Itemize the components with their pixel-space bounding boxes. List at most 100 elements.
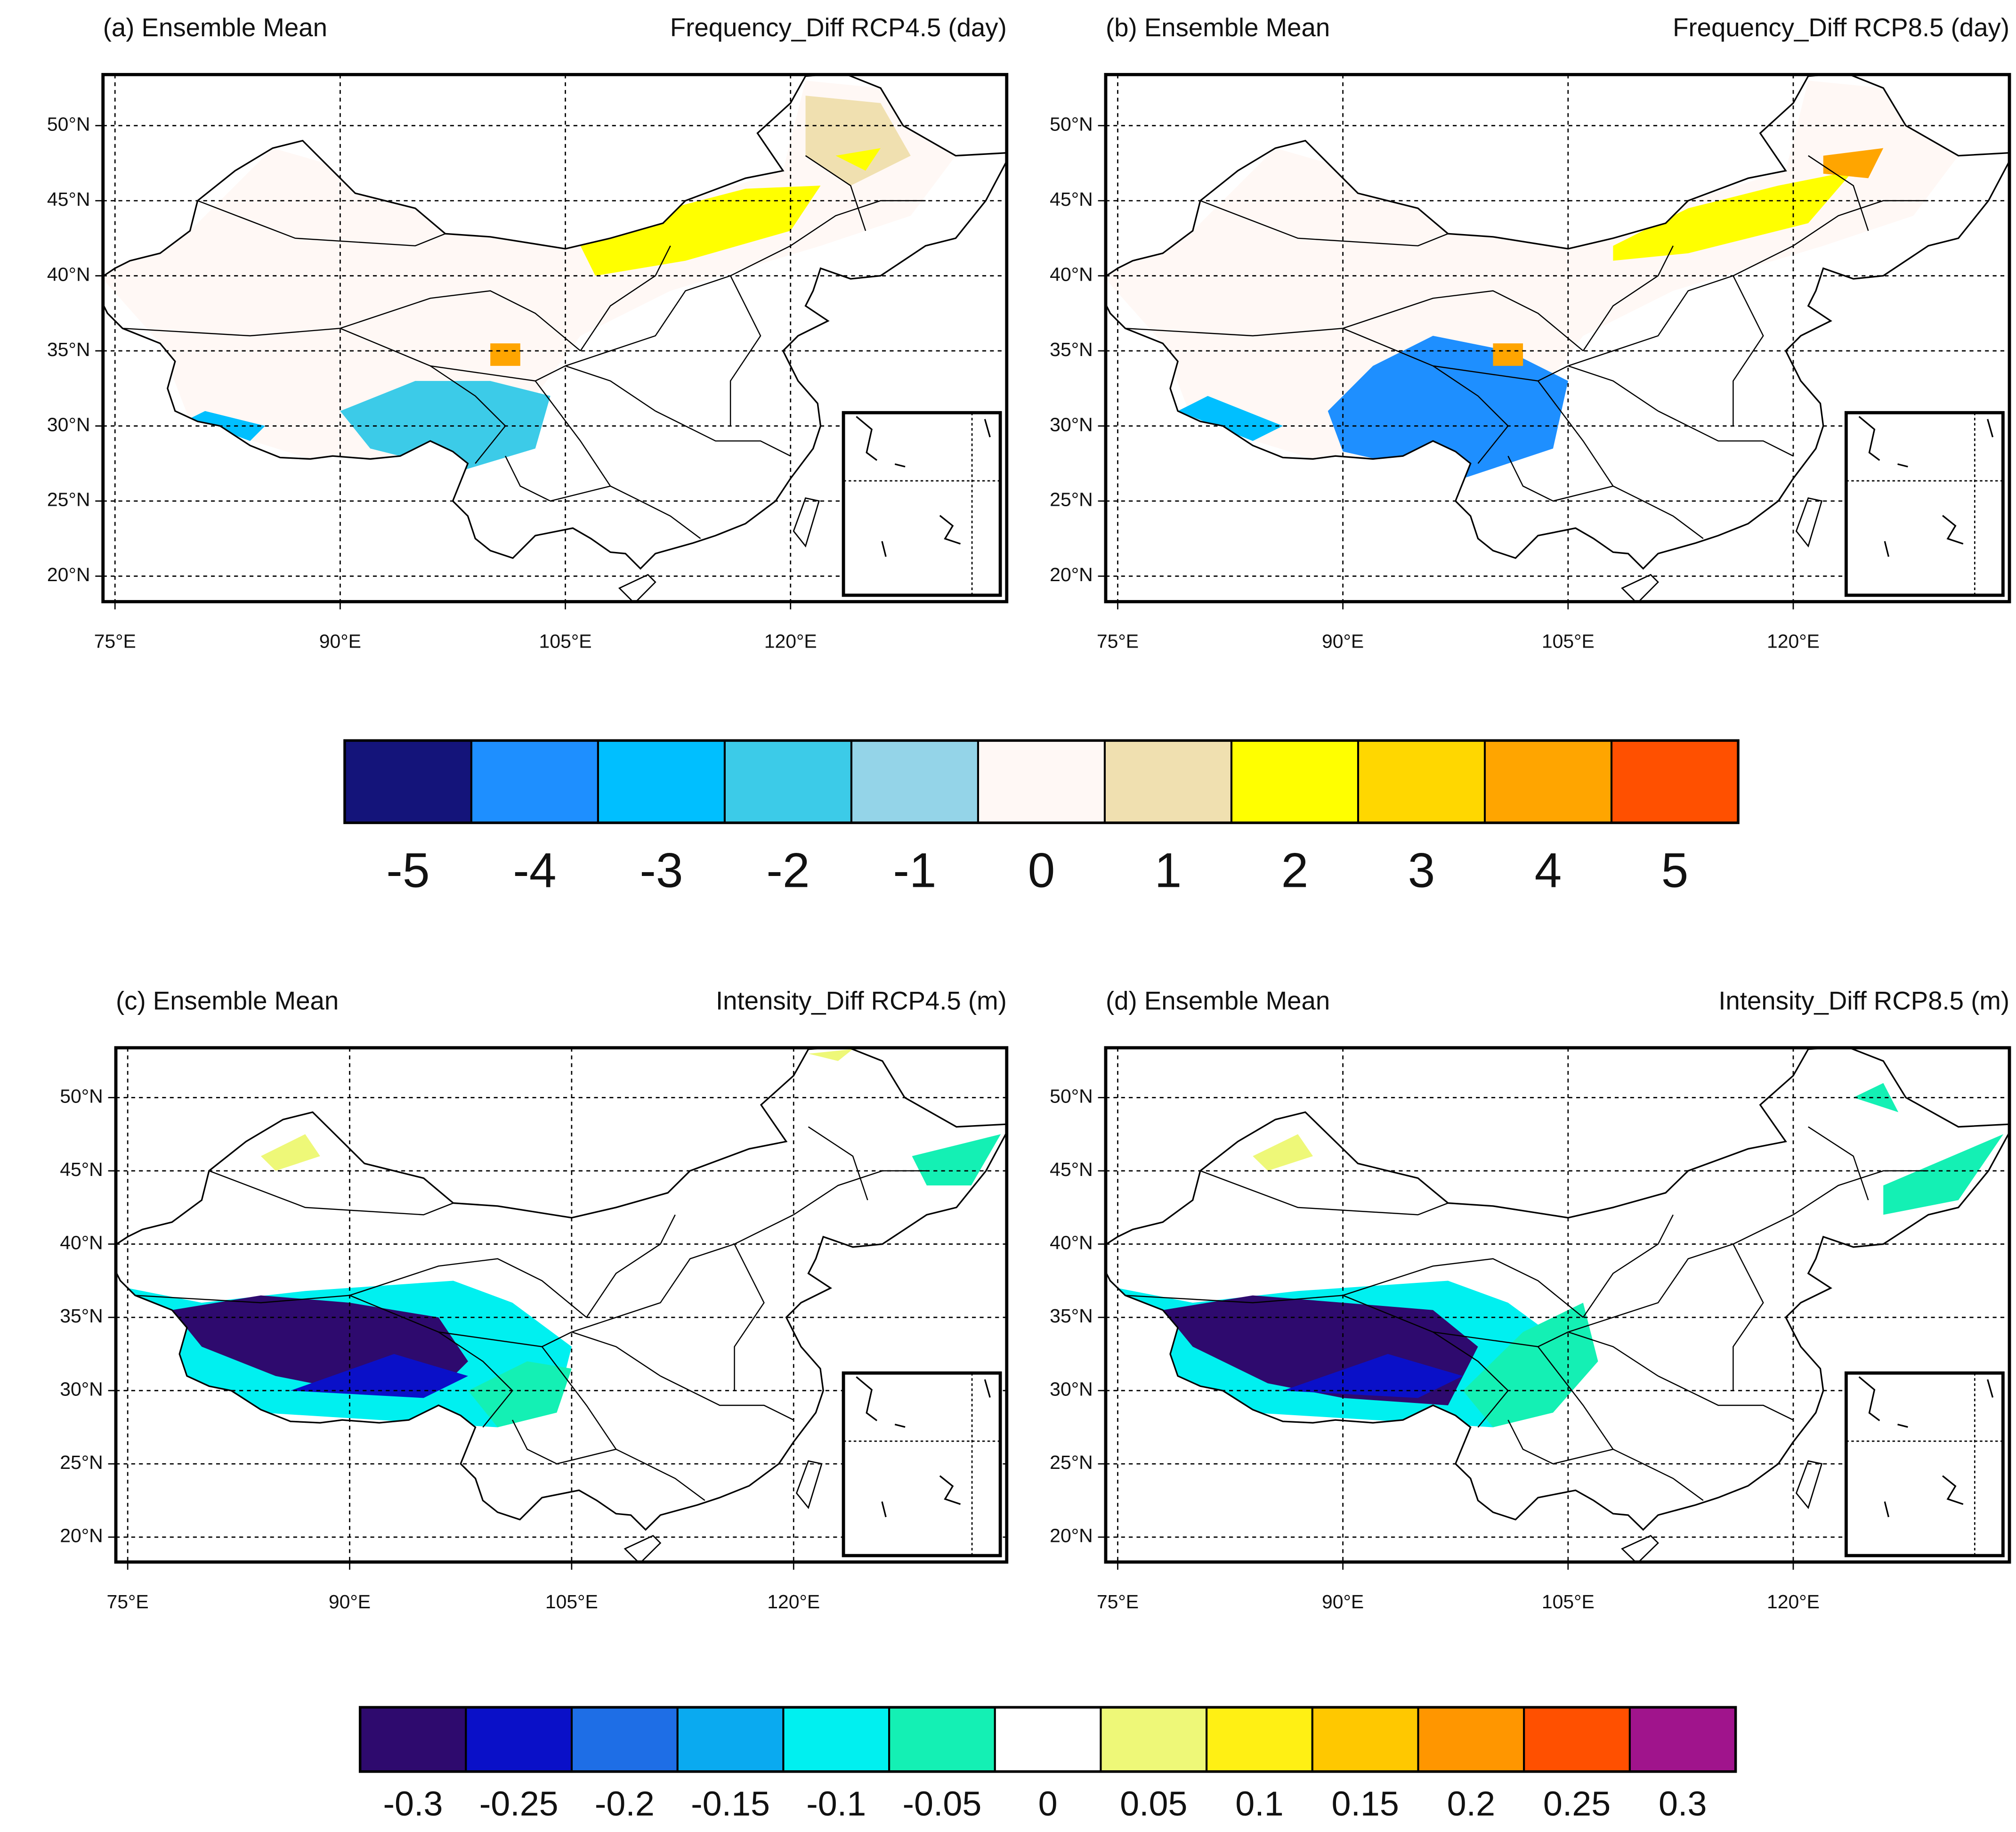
colorbar-box	[1103, 739, 1233, 824]
inset-box	[842, 1371, 1002, 1557]
shaded-area	[1105, 81, 1959, 459]
x-tick-label: 75°E	[94, 631, 136, 652]
y-tick-label: 50°N	[1050, 1085, 1093, 1107]
y-tick-label: 50°N	[60, 1085, 103, 1107]
province-border	[580, 245, 671, 351]
colorbar-box	[1357, 739, 1486, 824]
country-border	[1105, 1047, 2010, 1531]
colorbar-label: 0.25	[1543, 1784, 1611, 1823]
province-border	[512, 1419, 616, 1465]
x-tick-label: 120°E	[764, 631, 817, 652]
x-tick-label: 75°E	[107, 1591, 149, 1613]
province-border	[1507, 1419, 1613, 1465]
map	[1105, 1047, 2010, 1562]
hainan	[618, 574, 656, 602]
country-border	[116, 1047, 1007, 1531]
y-tick-label: 40°N	[1050, 1232, 1093, 1253]
y-tick-label: 30°N	[60, 1378, 103, 1400]
shaded-area	[912, 1134, 1001, 1186]
colorbar-box	[1628, 1706, 1737, 1773]
taiwan	[1795, 497, 1823, 548]
y-tick-label: 30°N	[47, 413, 90, 435]
map	[116, 1047, 1007, 1562]
hainan	[1621, 574, 1659, 602]
panel-title: Intensity_Diff RCP4.5 (m)	[716, 987, 1007, 1015]
colorbar-label: 0.1	[1235, 1784, 1283, 1823]
shaded-area	[1883, 1134, 2004, 1215]
y-tick-label: 25°N	[60, 1451, 103, 1473]
map-frame	[1104, 73, 2011, 603]
colorbar-box	[570, 1706, 679, 1773]
shaded-area	[1823, 148, 1884, 178]
panel-label: (d) Ensemble Mean	[1106, 987, 1330, 1015]
colorbar-box	[977, 739, 1106, 824]
shaded-area	[1328, 336, 1568, 479]
map-frame	[1104, 1046, 2011, 1564]
x-tick-label: 90°E	[1322, 1591, 1364, 1613]
colorbar-box	[1523, 1706, 1631, 1773]
province-border	[340, 328, 506, 464]
country-border	[1105, 74, 2010, 570]
x-tick-label: 90°E	[1322, 631, 1364, 652]
province-border	[1568, 1214, 1794, 1333]
province-border	[586, 1214, 676, 1318]
province-border	[1568, 245, 1794, 367]
shading	[128, 1049, 1001, 1427]
colorbar-label: -0.2	[595, 1784, 655, 1823]
x-tick-label: 120°E	[767, 1591, 820, 1613]
x-tick-label: 105°E	[539, 631, 592, 652]
y-tick-label: 20°N	[1050, 564, 1093, 585]
colorbar-label: 1	[1155, 843, 1182, 898]
province-border	[541, 1346, 705, 1501]
map-frame	[101, 73, 1009, 603]
colorbar-box	[1230, 739, 1360, 824]
province-border	[1343, 328, 1509, 464]
province-border	[1733, 275, 1764, 426]
province-border	[1582, 1214, 1674, 1318]
colorbar-label: -3	[640, 843, 683, 898]
colorbar-box	[1100, 1706, 1208, 1773]
panel-label: (c) Ensemble Mean	[116, 987, 339, 1015]
colorbar-label: -4	[513, 843, 556, 898]
province-border	[655, 410, 791, 457]
inset-coast	[856, 416, 991, 557]
y-tick-label: 35°N	[60, 1305, 103, 1327]
x-tick-label: 120°E	[1767, 1591, 1820, 1613]
province-border	[135, 1258, 587, 1318]
x-tick-label: 90°E	[319, 631, 361, 652]
y-tick-label: 30°N	[1050, 413, 1093, 435]
panel-title: Intensity_Diff RCP8.5 (m)	[1718, 987, 2009, 1015]
province-border	[349, 1295, 513, 1428]
map	[1105, 74, 2010, 602]
hainan	[623, 1535, 662, 1562]
province-border	[571, 1214, 794, 1333]
colorbar-label: 3	[1408, 843, 1435, 898]
hainan	[1621, 1535, 1659, 1562]
colorbar-box	[850, 739, 980, 824]
colorbar-label: -0.25	[479, 1784, 559, 1823]
shaded-area	[260, 1134, 320, 1171]
y-tick-label: 20°N	[47, 564, 90, 585]
colorbar-box	[782, 1706, 891, 1773]
colorbar-label: -1	[893, 843, 936, 898]
province-border	[1658, 410, 1794, 457]
province-border	[565, 245, 791, 367]
y-tick-label: 45°N	[1050, 188, 1093, 210]
province-border	[505, 455, 611, 502]
colorbar-label: 0.2	[1447, 1784, 1495, 1823]
y-tick-label: 45°N	[60, 1159, 103, 1180]
province-border	[1733, 1244, 1764, 1391]
y-tick-label: 35°N	[1050, 1305, 1093, 1327]
shaded-area	[1853, 1083, 1899, 1112]
province-border	[734, 1244, 765, 1391]
colorbar-label: 5	[1661, 843, 1689, 898]
province-border	[209, 1170, 454, 1216]
colorbar-label: 0.3	[1659, 1784, 1707, 1823]
y-tick-label: 25°N	[1050, 1451, 1093, 1473]
colorbar-label: -5	[386, 843, 429, 898]
colorbar-label: -2	[766, 843, 810, 898]
colorbar-box	[470, 739, 599, 824]
colorbar-box	[1311, 1706, 1419, 1773]
map-frame	[114, 1046, 1009, 1564]
